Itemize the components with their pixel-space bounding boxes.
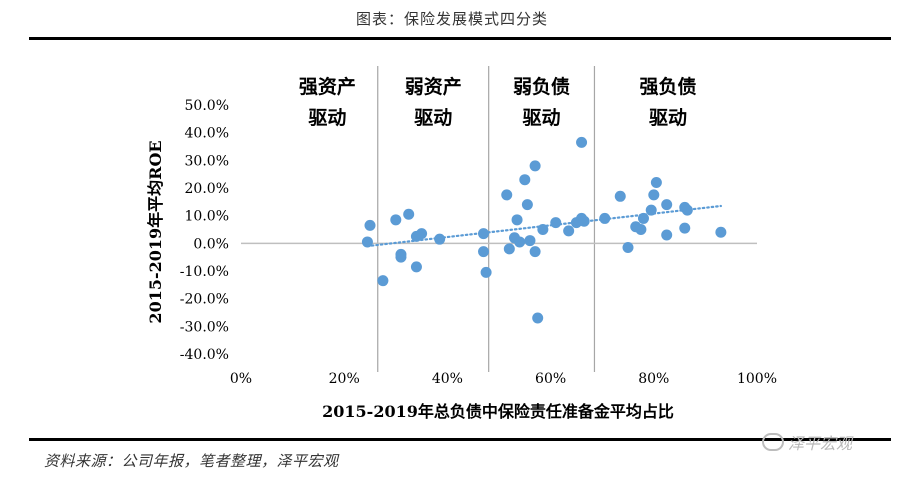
y-tick-label: -30.0% xyxy=(180,319,229,335)
y-tick-label: 50.0% xyxy=(185,98,229,114)
y-tick-label: 10.0% xyxy=(185,209,229,225)
data-point xyxy=(576,136,588,148)
x-tick-label: 100% xyxy=(737,371,777,387)
data-point xyxy=(361,236,373,248)
data-point xyxy=(550,217,562,229)
quadrant-dividers xyxy=(377,66,596,372)
data-point xyxy=(503,243,515,255)
data-point xyxy=(403,208,415,220)
data-point xyxy=(661,199,673,211)
watermark: 泽平宏观 xyxy=(762,428,882,456)
y-tick-label: -20.0% xyxy=(180,292,229,308)
data-point xyxy=(478,228,490,240)
data-points xyxy=(361,136,727,324)
quadrant-label: 强负债 xyxy=(639,75,696,98)
data-point xyxy=(364,219,376,231)
watermark-text: 泽平宏观 xyxy=(788,434,853,453)
data-point xyxy=(637,212,649,224)
y-tick-label: 40.0% xyxy=(185,126,229,142)
data-point xyxy=(395,251,407,263)
data-point xyxy=(478,246,490,258)
data-point xyxy=(661,229,673,241)
data-point xyxy=(715,226,727,238)
quadrant-label: 弱负债 xyxy=(513,75,570,98)
x-tick-label: 0% xyxy=(230,371,252,387)
wechat-icon xyxy=(762,433,784,451)
top-rule xyxy=(29,37,891,40)
x-tick-labels: 0% 20% 40% 60% 80% 100% xyxy=(230,371,777,387)
data-point xyxy=(622,241,634,253)
data-point xyxy=(563,225,575,237)
data-point xyxy=(537,224,549,235)
data-point xyxy=(511,214,523,226)
y-tick-label: 20.0% xyxy=(185,181,229,197)
y-tick-label: -10.0% xyxy=(180,264,229,280)
data-point xyxy=(524,235,536,247)
data-point xyxy=(650,176,662,188)
data-point xyxy=(599,212,611,224)
data-point xyxy=(679,222,691,234)
data-point xyxy=(519,174,531,186)
data-point xyxy=(578,215,590,227)
data-point xyxy=(480,266,492,278)
data-point xyxy=(434,233,446,245)
quadrant-label: 驱动 xyxy=(308,107,346,129)
data-point xyxy=(681,204,693,216)
data-point xyxy=(377,275,389,287)
quadrant-label: 弱资产 xyxy=(405,75,462,98)
data-point xyxy=(648,189,660,201)
quadrant-label: 驱动 xyxy=(523,107,561,129)
data-point xyxy=(390,214,402,226)
data-point xyxy=(521,199,533,211)
y-tick-label: 0.0% xyxy=(193,236,229,252)
data-point xyxy=(532,312,544,324)
data-point xyxy=(645,204,657,216)
data-point xyxy=(416,228,428,240)
x-tick-label: 80% xyxy=(638,371,669,387)
bottom-rule xyxy=(29,438,891,441)
x-axis-title: 2015-2019年总负债中保险责任准备金平均占比 xyxy=(322,402,674,421)
y-tick-label: 30.0% xyxy=(185,153,229,169)
y-tick-labels: 50.0% 40.0% 30.0% 20.0% 10.0% 0.0% -10.0% -20.0… xyxy=(180,98,229,363)
source-note: 资料来源：公司年报，笔者整理，泽平宏观 xyxy=(44,452,339,470)
y-axis-title: 2015-2019年平均ROE xyxy=(146,140,165,323)
y-tick-label: -40.0% xyxy=(180,347,229,363)
quadrant-label: 驱动 xyxy=(649,107,687,129)
x-tick-label: 20% xyxy=(329,371,360,387)
data-point xyxy=(410,261,422,273)
quadrant-label: 驱动 xyxy=(414,107,452,129)
quadrant-label: 强资产 xyxy=(299,75,356,98)
data-point xyxy=(635,224,647,235)
data-point xyxy=(614,190,626,202)
x-tick-label: 60% xyxy=(535,371,566,387)
data-point xyxy=(529,160,541,172)
chart-title: 图表：保险发展模式四分类 xyxy=(355,10,548,28)
data-point xyxy=(501,189,513,201)
data-point xyxy=(529,246,541,258)
data-point xyxy=(514,236,526,248)
x-tick-label: 40% xyxy=(432,371,463,387)
